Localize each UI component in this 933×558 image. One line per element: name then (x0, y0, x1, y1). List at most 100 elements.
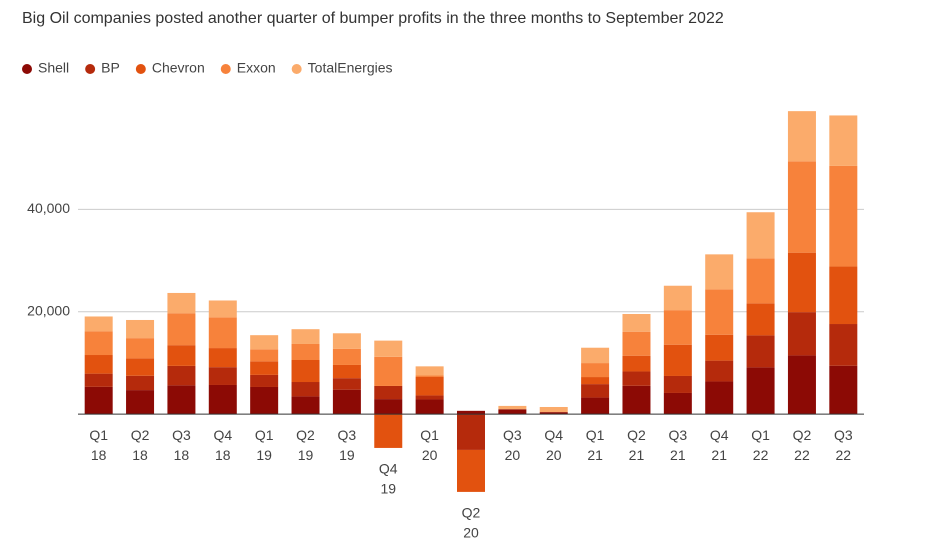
x-tick-label: Q2 (627, 427, 646, 443)
bar-segment (84, 386, 113, 415)
x-tick-label: 19 (339, 447, 355, 463)
x-tick-label: 22 (836, 447, 852, 463)
bar-segment (746, 303, 775, 336)
bar-segment (829, 115, 858, 166)
bar-segment (415, 395, 444, 400)
x-tick-label: Q2 (296, 427, 315, 443)
bar-segment (208, 384, 237, 415)
bar-segment (581, 363, 610, 378)
legend-label: Shell (38, 60, 69, 76)
x-tick-label: 18 (91, 447, 107, 463)
bar-segment (539, 406, 568, 413)
legend-swatch (135, 64, 146, 74)
bar-segment (457, 449, 485, 492)
x-tick-label: Q4 (213, 427, 232, 443)
x-tick-label: Q1 (420, 427, 439, 443)
bar-segment (250, 335, 279, 350)
x-tick-label: 20 (505, 447, 521, 463)
x-tick-label: Q2 (462, 505, 481, 521)
x-tick-label: 21 (711, 447, 727, 463)
bar-segment (415, 399, 444, 415)
bar-segment (291, 396, 320, 415)
bar-segment (581, 347, 610, 364)
x-tick-label: Q4 (379, 461, 398, 477)
bar-segment (167, 292, 196, 314)
bar-segment (663, 285, 692, 311)
x-tick-label: Q1 (751, 427, 770, 443)
bar-segment (829, 165, 858, 267)
legend-label: TotalEnergies (308, 60, 393, 76)
x-tick-label: 21 (587, 447, 603, 463)
bar-segment (746, 212, 775, 259)
x-tick-label: Q3 (172, 427, 191, 443)
bar-segment (250, 386, 279, 415)
bar-segment (126, 375, 155, 391)
bar-segment (208, 317, 237, 349)
bar-segment (705, 289, 734, 335)
bar-segment (167, 385, 196, 415)
x-tick-label: Q3 (503, 427, 522, 443)
bar-segment (84, 316, 113, 332)
bar-segment (746, 258, 775, 304)
bar-segment (622, 331, 651, 356)
y-tick-label: 40,000 (27, 200, 70, 216)
bar-segment (208, 300, 237, 318)
bar-segment (829, 324, 858, 366)
legend-label: BP (101, 60, 120, 76)
bar-segment (291, 382, 320, 397)
x-tick-label: 19 (298, 447, 314, 463)
x-tick-label: Q2 (793, 427, 812, 443)
bar-segment (126, 358, 155, 376)
x-tick-label: Q3 (338, 427, 357, 443)
bar-segment (787, 111, 816, 162)
bar-segment (250, 374, 279, 387)
x-tick-label: Q3 (834, 427, 853, 443)
bar-segment (457, 414, 485, 450)
bar-segment (787, 161, 816, 253)
bar-segment (332, 389, 361, 415)
x-tick-label: 18 (215, 447, 231, 463)
x-tick-label: 20 (546, 447, 562, 463)
x-tick-label: Q2 (131, 427, 150, 443)
x-tick-label: Q4 (710, 427, 729, 443)
bar-segment (705, 360, 734, 382)
x-tick-label: 21 (629, 447, 645, 463)
bar-segment (787, 355, 816, 415)
legend-swatch (22, 64, 32, 74)
legend-swatch (220, 64, 231, 74)
bar-segment (539, 412, 568, 415)
x-tick-label: 19 (256, 447, 272, 463)
bar-segment (622, 355, 651, 372)
bar-segment (663, 392, 692, 415)
bar-segment (415, 366, 444, 376)
chart-title: Big Oil companies posted another quarter… (22, 10, 724, 27)
bar-segment (787, 312, 816, 356)
bar-segment (746, 335, 775, 368)
bar-segment (622, 371, 651, 386)
bar-segment (622, 385, 651, 415)
bar-segment (167, 345, 196, 366)
legend-label: Exxon (237, 60, 276, 76)
bar-segment (291, 329, 320, 344)
bar-segment (84, 331, 113, 356)
bar-segment (705, 381, 734, 415)
x-tick-label: Q3 (668, 427, 687, 443)
x-tick-label: 21 (670, 447, 686, 463)
bar-segment (663, 375, 692, 393)
bar-segment (291, 360, 320, 383)
bar-segment (250, 361, 279, 375)
bar-segment (167, 365, 196, 386)
x-tick-label: 18 (174, 447, 190, 463)
x-tick-label: 20 (422, 447, 438, 463)
bar-segment (126, 319, 155, 339)
bar-segment (457, 410, 485, 415)
bar-segment (622, 313, 651, 332)
x-tick-label: 18 (132, 447, 148, 463)
x-tick-label: Q1 (255, 427, 274, 443)
bar-segment (374, 414, 403, 448)
bar-segment (208, 348, 237, 368)
x-tick-label: 19 (380, 481, 396, 497)
bar-segment (829, 365, 858, 415)
